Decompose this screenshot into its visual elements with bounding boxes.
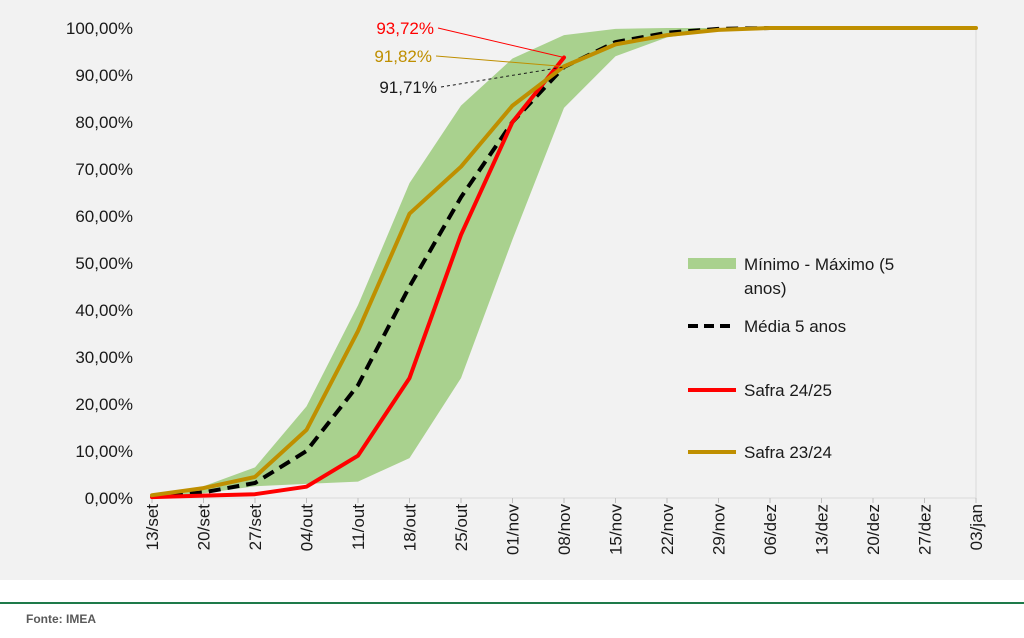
annotation-label: 91,71% (379, 78, 437, 97)
x-tick-label: 01/nov (504, 504, 523, 556)
x-tick-label: 27/dez (916, 504, 935, 555)
x-tick-label: 11/out (349, 504, 368, 550)
legend-label-series: Safra 23/24 (744, 443, 832, 462)
annotation-leader (440, 66, 565, 88)
x-tick-label: 20/set (195, 504, 214, 551)
legend-label-band: Mínimo - Máximo (5 (744, 255, 894, 274)
x-tick-label: 29/nov (710, 504, 729, 556)
x-tick-label: 13/dez (813, 504, 832, 555)
min-max-band (152, 28, 976, 498)
x-tick-label: 25/out (452, 504, 471, 552)
x-tick-label: 13/set (143, 504, 162, 551)
y-tick-label: 100,00% (66, 19, 133, 38)
source-note: Fonte: IMEA (26, 612, 96, 626)
footer-divider (0, 602, 1024, 604)
y-tick-label: 90,00% (75, 66, 133, 85)
x-tick-label: 06/dez (761, 504, 780, 555)
x-tick-label: 20/dez (864, 504, 883, 555)
y-tick-label: 30,00% (75, 348, 133, 367)
y-tick-label: 20,00% (75, 395, 133, 414)
x-tick-label: 15/nov (607, 504, 626, 556)
y-tick-label: 40,00% (75, 301, 133, 320)
x-tick-label: 08/nov (555, 504, 574, 556)
y-tick-label: 50,00% (75, 254, 133, 273)
x-tick-label: 18/out (401, 504, 420, 552)
series-line-safra-24-25 (150, 55, 566, 500)
y-tick-label: 60,00% (75, 207, 133, 226)
x-tick-label: 04/out (298, 504, 317, 552)
legend-label-band: anos) (744, 279, 787, 298)
line-chart: 0,00% 10,00% 20,00% 30,00% 40,00% 50,00% 60,00… (66, 19, 986, 556)
legend-label-series: Média 5 anos (744, 317, 846, 336)
annotation-leader (437, 27, 565, 59)
y-tick-label: 70,00% (75, 160, 133, 179)
y-tick-label: 80,00% (75, 113, 133, 132)
x-tick-label: 22/nov (658, 504, 677, 556)
annotation-label: 91,82% (374, 47, 432, 66)
annotation-label: 93,72% (376, 19, 434, 38)
x-tick-label: 03/jan (967, 504, 986, 550)
legend-swatch-band (688, 258, 736, 269)
y-tick-label: 0,00% (85, 489, 133, 508)
legend-label-series: Safra 24/25 (744, 381, 832, 400)
y-tick-label: 10,00% (75, 442, 133, 461)
x-tick-label: 27/set (246, 504, 265, 551)
annotation-leader (435, 55, 565, 67)
